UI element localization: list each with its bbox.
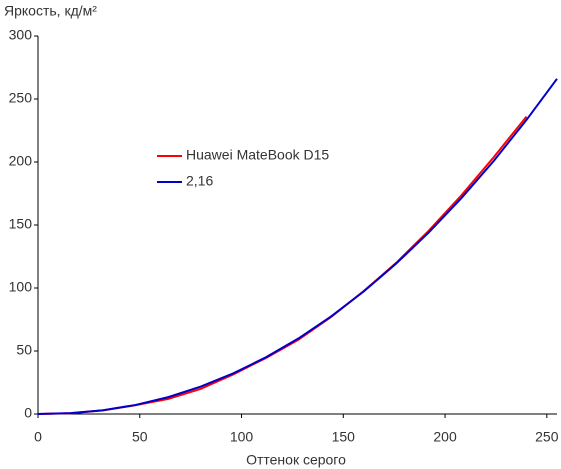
y-tick-label: 250 — [9, 90, 33, 106]
y-tick-label: 150 — [9, 216, 33, 232]
legend-label: 2,16 — [186, 173, 213, 189]
y-tick-label: 0 — [24, 405, 32, 421]
x-axis-label: Оттенок серого — [246, 452, 346, 468]
y-tick-label: 200 — [9, 153, 33, 169]
y-tick-label: 100 — [9, 279, 33, 295]
x-tick-label: 150 — [332, 429, 356, 445]
series-line — [37, 78, 558, 415]
x-tick-label: 200 — [433, 429, 457, 445]
y-axis-label: Яркость, кд/м² — [4, 3, 97, 19]
legend-label: Huawei MateBook D15 — [186, 147, 329, 163]
x-tick-label: 100 — [230, 429, 254, 445]
y-tick-label: 300 — [9, 27, 33, 43]
y-tick-label: 50 — [16, 342, 32, 358]
x-tick-label: 50 — [132, 429, 148, 445]
x-tick-label: 250 — [535, 429, 559, 445]
x-tick-label: 0 — [34, 429, 42, 445]
